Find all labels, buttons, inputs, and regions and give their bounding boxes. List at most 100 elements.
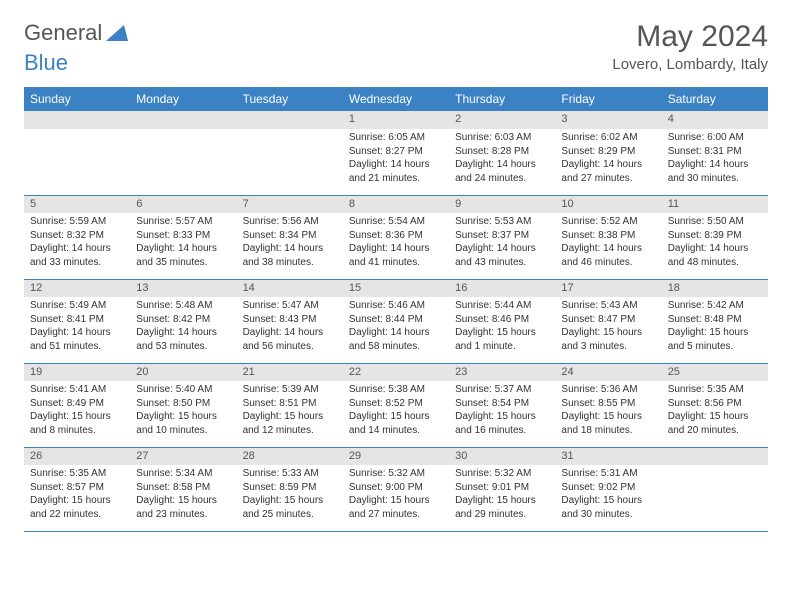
weekday-header: Friday	[555, 87, 661, 111]
logo-triangle-icon	[106, 25, 128, 41]
sunset-text: Sunset: 8:59 PM	[243, 481, 337, 495]
day-info-cell: Sunrise: 5:34 AMSunset: 8:58 PMDaylight:…	[130, 465, 236, 531]
sunrise-text: Sunrise: 5:31 AM	[561, 467, 655, 481]
day-info-cell: Sunrise: 5:38 AMSunset: 8:52 PMDaylight:…	[343, 381, 449, 447]
sunrise-text: Sunrise: 5:33 AM	[243, 467, 337, 481]
day-number-cell: 14	[237, 279, 343, 297]
sunrise-text: Sunrise: 5:47 AM	[243, 299, 337, 313]
daylight-text: Daylight: 14 hours and 27 minutes.	[561, 158, 655, 185]
day-info-cell	[24, 129, 130, 195]
logo-text-1: General	[24, 20, 102, 46]
header: General May 2024 Lovero, Lombardy, Italy	[24, 20, 768, 73]
sunset-text: Sunset: 8:33 PM	[136, 229, 230, 243]
sunset-text: Sunset: 8:52 PM	[349, 397, 443, 411]
daylight-text: Daylight: 14 hours and 46 minutes.	[561, 242, 655, 269]
day-info-cell: Sunrise: 5:59 AMSunset: 8:32 PMDaylight:…	[24, 213, 130, 279]
sunrise-text: Sunrise: 5:42 AM	[668, 299, 762, 313]
logo: General	[24, 20, 132, 46]
sunrise-text: Sunrise: 5:39 AM	[243, 383, 337, 397]
day-number-cell: 16	[449, 279, 555, 297]
calendar-table: SundayMondayTuesdayWednesdayThursdayFrid…	[24, 87, 768, 532]
sunset-text: Sunset: 9:01 PM	[455, 481, 549, 495]
day-number-cell: 12	[24, 279, 130, 297]
daylight-text: Daylight: 15 hours and 8 minutes.	[30, 410, 124, 437]
day-info-cell	[662, 465, 768, 531]
day-number-row: 262728293031	[24, 447, 768, 465]
day-info-cell	[237, 129, 343, 195]
day-info-cell: Sunrise: 5:32 AMSunset: 9:00 PMDaylight:…	[343, 465, 449, 531]
sunrise-text: Sunrise: 5:59 AM	[30, 215, 124, 229]
day-info-cell: Sunrise: 5:36 AMSunset: 8:55 PMDaylight:…	[555, 381, 661, 447]
daylight-text: Daylight: 15 hours and 1 minute.	[455, 326, 549, 353]
weekday-header: Monday	[130, 87, 236, 111]
day-number-cell	[130, 111, 236, 129]
day-number-cell: 17	[555, 279, 661, 297]
day-number-row: 19202122232425	[24, 363, 768, 381]
day-info-cell: Sunrise: 5:35 AMSunset: 8:56 PMDaylight:…	[662, 381, 768, 447]
sunset-text: Sunset: 8:46 PM	[455, 313, 549, 327]
sunrise-text: Sunrise: 5:44 AM	[455, 299, 549, 313]
daylight-text: Daylight: 14 hours and 56 minutes.	[243, 326, 337, 353]
weekday-header: Sunday	[24, 87, 130, 111]
sunrise-text: Sunrise: 5:32 AM	[455, 467, 549, 481]
sunset-text: Sunset: 8:34 PM	[243, 229, 337, 243]
sunset-text: Sunset: 8:48 PM	[668, 313, 762, 327]
day-number-cell: 26	[24, 447, 130, 465]
day-number-cell: 11	[662, 195, 768, 213]
daylight-text: Daylight: 15 hours and 12 minutes.	[243, 410, 337, 437]
daylight-text: Daylight: 15 hours and 20 minutes.	[668, 410, 762, 437]
day-number-cell: 31	[555, 447, 661, 465]
daylight-text: Daylight: 14 hours and 35 minutes.	[136, 242, 230, 269]
day-number-cell: 18	[662, 279, 768, 297]
sunrise-text: Sunrise: 5:56 AM	[243, 215, 337, 229]
day-info-row: Sunrise: 5:49 AMSunset: 8:41 PMDaylight:…	[24, 297, 768, 363]
sunset-text: Sunset: 9:00 PM	[349, 481, 443, 495]
day-info-row: Sunrise: 5:41 AMSunset: 8:49 PMDaylight:…	[24, 381, 768, 447]
month-title: May 2024	[612, 20, 768, 54]
day-info-cell: Sunrise: 6:05 AMSunset: 8:27 PMDaylight:…	[343, 129, 449, 195]
daylight-text: Daylight: 14 hours and 41 minutes.	[349, 242, 443, 269]
daylight-text: Daylight: 15 hours and 30 minutes.	[561, 494, 655, 521]
daylight-text: Daylight: 15 hours and 29 minutes.	[455, 494, 549, 521]
sunrise-text: Sunrise: 6:05 AM	[349, 131, 443, 145]
day-info-cell: Sunrise: 6:02 AMSunset: 8:29 PMDaylight:…	[555, 129, 661, 195]
day-info-cell: Sunrise: 5:42 AMSunset: 8:48 PMDaylight:…	[662, 297, 768, 363]
sunrise-text: Sunrise: 6:03 AM	[455, 131, 549, 145]
title-block: May 2024 Lovero, Lombardy, Italy	[612, 20, 768, 73]
sunset-text: Sunset: 8:29 PM	[561, 145, 655, 159]
sunrise-text: Sunrise: 6:00 AM	[668, 131, 762, 145]
day-number-cell: 4	[662, 111, 768, 129]
day-number-cell: 9	[449, 195, 555, 213]
daylight-text: Daylight: 14 hours and 21 minutes.	[349, 158, 443, 185]
daylight-text: Daylight: 15 hours and 22 minutes.	[30, 494, 124, 521]
day-info-cell: Sunrise: 5:56 AMSunset: 8:34 PMDaylight:…	[237, 213, 343, 279]
weekday-header: Saturday	[662, 87, 768, 111]
sunset-text: Sunset: 8:50 PM	[136, 397, 230, 411]
day-info-cell: Sunrise: 5:48 AMSunset: 8:42 PMDaylight:…	[130, 297, 236, 363]
calendar-page: General May 2024 Lovero, Lombardy, Italy…	[0, 0, 792, 552]
day-info-cell: Sunrise: 6:03 AMSunset: 8:28 PMDaylight:…	[449, 129, 555, 195]
daylight-text: Daylight: 14 hours and 24 minutes.	[455, 158, 549, 185]
sunrise-text: Sunrise: 5:53 AM	[455, 215, 549, 229]
day-info-cell: Sunrise: 5:49 AMSunset: 8:41 PMDaylight:…	[24, 297, 130, 363]
day-info-cell: Sunrise: 5:33 AMSunset: 8:59 PMDaylight:…	[237, 465, 343, 531]
sunset-text: Sunset: 8:47 PM	[561, 313, 655, 327]
sunrise-text: Sunrise: 5:50 AM	[668, 215, 762, 229]
day-info-cell: Sunrise: 5:39 AMSunset: 8:51 PMDaylight:…	[237, 381, 343, 447]
daylight-text: Daylight: 15 hours and 14 minutes.	[349, 410, 443, 437]
sunset-text: Sunset: 8:31 PM	[668, 145, 762, 159]
day-info-cell: Sunrise: 5:35 AMSunset: 8:57 PMDaylight:…	[24, 465, 130, 531]
day-number-cell: 27	[130, 447, 236, 465]
sunrise-text: Sunrise: 5:38 AM	[349, 383, 443, 397]
daylight-text: Daylight: 14 hours and 53 minutes.	[136, 326, 230, 353]
daylight-text: Daylight: 14 hours and 51 minutes.	[30, 326, 124, 353]
day-info-cell: Sunrise: 5:54 AMSunset: 8:36 PMDaylight:…	[343, 213, 449, 279]
sunset-text: Sunset: 8:51 PM	[243, 397, 337, 411]
day-number-cell: 22	[343, 363, 449, 381]
day-number-cell: 23	[449, 363, 555, 381]
day-info-cell: Sunrise: 6:00 AMSunset: 8:31 PMDaylight:…	[662, 129, 768, 195]
daylight-text: Daylight: 14 hours and 43 minutes.	[455, 242, 549, 269]
day-number-cell: 1	[343, 111, 449, 129]
daylight-text: Daylight: 15 hours and 3 minutes.	[561, 326, 655, 353]
sunrise-text: Sunrise: 5:35 AM	[30, 467, 124, 481]
